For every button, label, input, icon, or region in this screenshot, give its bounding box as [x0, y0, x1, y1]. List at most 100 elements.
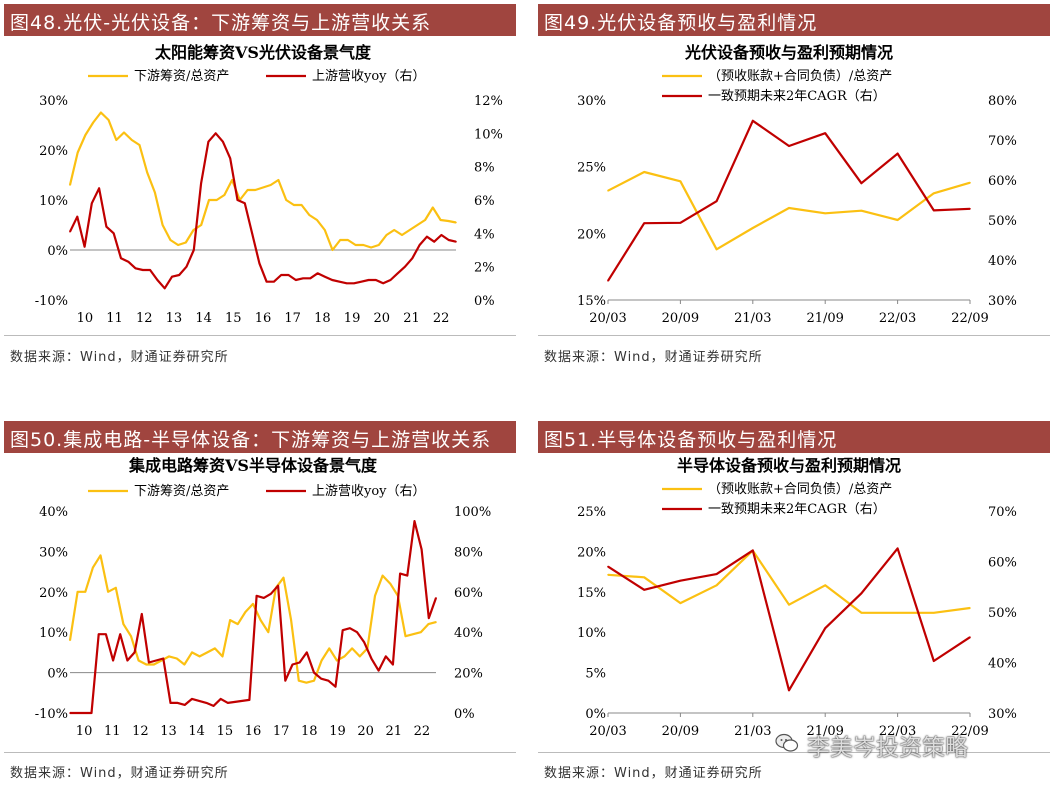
legend-label: 上游营收yoy（右） — [312, 484, 426, 499]
data-point — [219, 698, 222, 700]
data-point — [969, 636, 971, 638]
data-point — [356, 631, 358, 633]
x-tick-label: 11 — [106, 311, 123, 326]
data-point — [969, 208, 971, 210]
y-left-tick-label: 25% — [577, 161, 606, 176]
data-point — [643, 171, 645, 173]
x-tick-label: 22/09 — [951, 724, 988, 739]
data-point — [896, 547, 899, 550]
data-point — [200, 182, 202, 185]
data-point — [607, 189, 609, 192]
data-point — [184, 704, 186, 706]
y-right-tick-label: 60% — [988, 174, 1017, 189]
data-point — [69, 639, 71, 642]
data-point — [363, 641, 366, 644]
data-point — [607, 565, 609, 568]
data-point — [208, 199, 210, 201]
data-point — [327, 679, 330, 682]
data-point — [933, 192, 935, 195]
y-left-tick-label: 15% — [577, 586, 606, 601]
data-point — [146, 171, 148, 174]
data-point — [316, 219, 318, 221]
data-point — [76, 591, 79, 593]
data-point — [142, 269, 144, 271]
data-point — [607, 280, 609, 282]
data-point — [351, 647, 353, 650]
data-point — [643, 576, 645, 579]
data-point — [287, 274, 290, 276]
data-point — [860, 592, 863, 595]
data-point — [229, 157, 231, 160]
x-tick-label: 10 — [76, 724, 93, 739]
data-point — [248, 699, 251, 701]
data-point — [389, 582, 392, 585]
data-point — [320, 677, 323, 680]
data-point — [418, 244, 421, 246]
legend-label: 下游筹资/总资产 — [134, 483, 229, 499]
data-point — [320, 659, 323, 662]
y-right-tick-label: 4% — [474, 227, 495, 242]
x-tick-label: 10 — [77, 311, 94, 326]
y-right-tick-label: 80% — [988, 94, 1017, 109]
x-tick-label: 19 — [329, 724, 346, 739]
data-point — [435, 597, 437, 599]
data-point — [176, 702, 179, 704]
data-point — [309, 277, 312, 280]
data-point — [119, 633, 121, 635]
data-point — [154, 191, 156, 194]
data-point — [148, 661, 150, 664]
data-point — [161, 224, 164, 226]
panel-title: 图50.集成电路-半导体设备：下游筹资与上游营收关系 — [10, 429, 492, 451]
data-point — [178, 274, 180, 276]
panel-header: 图50.集成电路-半导体设备：下游筹资与上游营收关系 — [4, 421, 516, 453]
data-point — [433, 240, 436, 243]
y-left-tick-label: 30% — [39, 94, 68, 109]
x-tick-label: 20/03 — [589, 724, 626, 739]
data-point — [349, 627, 351, 629]
y-left-tick-label: 25% — [577, 505, 606, 520]
data-point — [420, 548, 423, 551]
x-tick-label: 18 — [301, 724, 318, 739]
data-point — [715, 200, 718, 202]
data-point — [267, 631, 270, 633]
data-point — [207, 140, 210, 143]
data-point — [343, 655, 346, 658]
data-point — [313, 679, 315, 682]
data-point — [455, 221, 457, 224]
data-point — [440, 234, 443, 236]
data-point — [265, 280, 268, 283]
x-tick-label: 20/09 — [662, 311, 699, 326]
data-point — [236, 199, 239, 201]
data-point — [435, 621, 437, 623]
data-point — [338, 280, 341, 283]
data-point — [84, 591, 87, 593]
line-chart: 半导体设备预收与盈利预期情况 （预收账款+合同负债）/总资产一致预期未来2年CAG… — [577, 456, 1017, 739]
y-left-tick-label: 0% — [47, 667, 68, 682]
data-point — [212, 705, 215, 707]
panel-fig49: 图49.光伏设备预收与盈利情况 光伏设备预收与盈利预期情况 （预收账款+合同负债）… — [538, 4, 1050, 394]
data-point — [375, 279, 377, 281]
data-point — [183, 663, 186, 666]
data-point — [411, 257, 414, 260]
data-point — [153, 663, 155, 666]
y-right-tick-label: 40% — [988, 254, 1017, 269]
data-point — [316, 272, 319, 275]
series-line-downstream — [68, 111, 457, 252]
series-line-upstream — [607, 119, 971, 282]
data-point — [305, 681, 308, 684]
y-right-tick-label: 6% — [474, 194, 495, 209]
y-right-tick-label: 80% — [454, 545, 483, 560]
data-point — [90, 712, 93, 714]
data-point — [162, 657, 165, 660]
data-point — [643, 222, 645, 224]
data-point — [404, 265, 406, 268]
data-point — [715, 248, 718, 251]
y-left-tick-label: 10% — [39, 626, 68, 641]
y-right-tick-label: 30% — [988, 294, 1017, 309]
x-tick-label: 21 — [403, 311, 420, 326]
data-point — [298, 679, 300, 682]
x-tick-label: 12 — [136, 311, 153, 326]
data-point — [679, 602, 682, 604]
data-point — [331, 279, 334, 281]
y-right-tick-label: 10% — [474, 127, 503, 142]
